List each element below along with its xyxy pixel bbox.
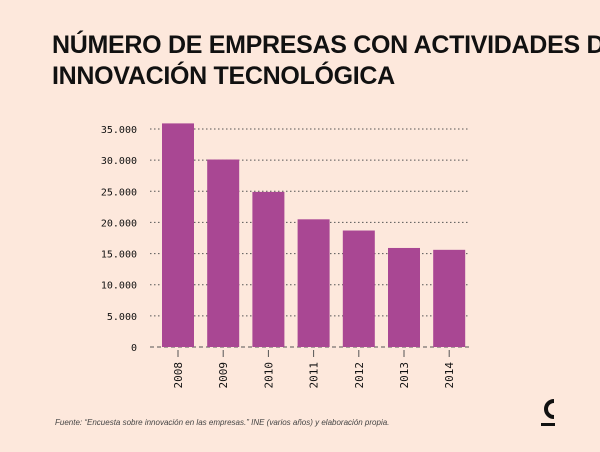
x-tick-label: 2014 <box>443 362 456 389</box>
y-tick-label: 10.000 <box>101 281 137 292</box>
x-tick-label: 2012 <box>353 362 366 389</box>
y-tick-label: 35.000 <box>101 125 137 136</box>
x-tick-label: 2010 <box>262 362 275 389</box>
y-tick-label: 25.000 <box>101 187 137 198</box>
x-tick-label: 2013 <box>398 362 411 389</box>
bar <box>162 123 194 347</box>
bar <box>297 219 330 347</box>
y-tick-label: 15.000 <box>101 250 137 261</box>
y-tick-label: 20.000 <box>101 218 137 229</box>
y-tick-label: 0 <box>131 343 137 354</box>
y-tick-label: 5.000 <box>107 312 137 323</box>
c-logo-icon <box>541 399 555 426</box>
x-tick-label: 2011 <box>308 362 321 389</box>
bar <box>388 247 420 347</box>
chart-title: NÚMERO DE EMPRESAS CON ACTIVIDADES DE IN… <box>52 30 600 92</box>
chart-title-line-2: INNOVACIÓN TECNOLÓGICA <box>52 62 395 90</box>
x-tick-label: 2009 <box>217 362 230 389</box>
bar <box>433 249 466 347</box>
source-note: Fuente: “Encuesta sobre innovación en la… <box>55 418 390 427</box>
x-tick-label: 2008 <box>172 362 185 389</box>
y-tick-label: 30.000 <box>101 156 137 167</box>
chart-title-line-1: NÚMERO DE EMPRESAS CON ACTIVIDADES DE <box>52 31 600 59</box>
bar <box>207 159 240 347</box>
bar <box>342 230 375 347</box>
bar <box>252 191 285 347</box>
